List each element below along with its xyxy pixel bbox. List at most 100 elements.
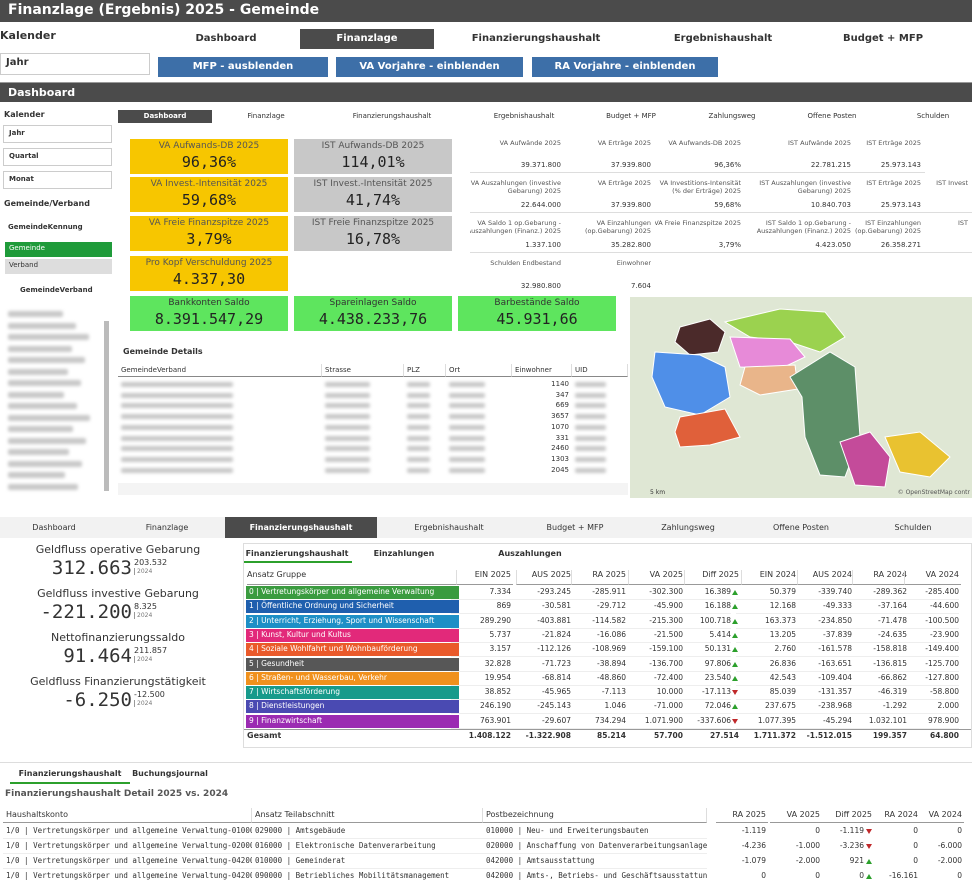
cell: 19.954 <box>451 672 511 686</box>
nav-tab[interactable]: Finanzierungshaushalt <box>225 517 377 538</box>
nav-tab[interactable]: Zahlungsweg <box>661 523 715 532</box>
kpi-cell-label: IST Auszahlungen (investive Gebarung) 20… <box>759 179 851 195</box>
nav-tab[interactable]: Ergebnishaushalt <box>414 523 484 532</box>
kpi-cell-value: 26.358.271 <box>880 241 921 249</box>
trend-icon <box>732 632 738 638</box>
button[interactable]: MFP - ausblenden <box>158 57 328 77</box>
cell: 2.760 <box>736 643 796 658</box>
sub-tab[interactable]: Buchungsjournal <box>132 769 208 778</box>
inner-tab[interactable]: Budget + MFP <box>606 112 656 120</box>
sub-tab[interactable]: Finanzierungshaushalt <box>244 546 352 563</box>
nav-tab[interactable]: Finanzlage <box>145 523 189 532</box>
group-cell: 4 | Soziale Wohlfahrt und Wohnbauförderu… <box>246 643 459 657</box>
filter-label: GemeindeKennung <box>8 223 83 231</box>
filter-option[interactable]: Gemeinde <box>5 242 112 257</box>
group-cell: 6 | Straßen- und Wasserbau, Verkehr <box>246 671 459 685</box>
cell: -1.292 <box>847 700 907 715</box>
filter-box[interactable]: Jahr <box>0 53 150 75</box>
button[interactable]: RA Vorjahre - einblenden <box>532 57 718 77</box>
cell: 1/0 | Vertretungskörper und allgemeine V… <box>3 840 252 854</box>
cell: -16.161 <box>889 871 918 880</box>
inner-tab[interactable]: Finanzierungshaushalt <box>352 112 432 120</box>
filter-box[interactable]: Quartal <box>3 148 112 166</box>
region[interactable] <box>729 336 806 370</box>
sub-tab[interactable]: Finanzierungshaushalt <box>10 766 130 784</box>
nav-tab[interactable]: Finanzlage <box>300 29 434 49</box>
sub-tab[interactable]: Auszahlungen <box>498 549 562 558</box>
kpi-prev: 203.532 <box>134 558 168 567</box>
nav-tab[interactable]: Offene Posten <box>773 523 829 532</box>
kpi-value: 41,74% <box>345 191 401 209</box>
nav-tab[interactable]: Dashboard <box>32 523 76 532</box>
sub-tab[interactable]: Einzahlungen <box>373 549 435 558</box>
inner-tab[interactable]: Schulden <box>916 112 950 120</box>
region[interactable] <box>884 431 951 478</box>
blurred-cell <box>575 424 606 430</box>
kpi-tile: VA Invest.-Intensität 2025 59,68% <box>130 177 288 212</box>
button[interactable]: VA Vorjahre - einblenden <box>336 57 523 77</box>
filter-box[interactable]: Monat <box>3 171 112 189</box>
kpi-year: 2024 <box>134 568 152 575</box>
inner-tab[interactable]: Zahlungsweg <box>708 112 756 120</box>
region[interactable] <box>839 431 891 488</box>
map-scale: 5 km <box>650 489 666 496</box>
blurred-item <box>8 380 81 386</box>
scrollbar <box>104 321 109 491</box>
trend-icon <box>732 590 738 595</box>
blurred-cell <box>575 414 606 420</box>
cell: -37.164 <box>847 600 907 615</box>
blurred-cell <box>449 435 486 441</box>
column-header: RA 2024 <box>868 808 920 823</box>
cell: 734.294 <box>566 715 626 729</box>
blurred-cell <box>325 456 371 462</box>
cell: 72.046 <box>679 700 731 715</box>
nav-tab[interactable]: Finanzierungshaushalt <box>471 33 601 44</box>
kpi-cell: VA Erträge 2025 37.939.800 <box>565 139 655 173</box>
cell: 16.389 <box>679 586 731 600</box>
cell-einwohner: 1070 <box>551 422 569 431</box>
filter-box[interactable]: Jahr <box>3 125 112 143</box>
kpi-cell-label: IST Erträge 2025 <box>866 139 921 147</box>
trend-icon <box>732 675 738 681</box>
cell: 237.675 <box>736 700 796 715</box>
region[interactable] <box>674 408 741 448</box>
cell: -29.607 <box>511 715 571 729</box>
nav-tab[interactable]: Dashboard <box>195 33 257 44</box>
region[interactable] <box>651 351 731 416</box>
cell: -4.236 <box>741 841 766 850</box>
nav-tab[interactable]: Budget + MFP <box>842 33 924 44</box>
blurred-cell <box>121 467 234 473</box>
map: 5 km © OpenStreetMap contr <box>630 297 972 498</box>
kpi-cell-value: 3,79% <box>718 241 741 249</box>
cell: 1/0 | Vertretungskörper und allgemeine V… <box>3 855 252 869</box>
kpi-cell: VA Freie Finanzspitze 2025 3,79% <box>655 219 745 253</box>
cell: 763.901 <box>451 715 511 729</box>
cell: -215.300 <box>623 615 683 629</box>
kpi-cell-label: VA Erträge 2025 <box>597 179 651 187</box>
kpi-cell: IST Erträge 2025 25.973.143 <box>855 139 925 173</box>
group-cell: 7 | Wirtschaftsförderung <box>246 686 459 700</box>
nav-tab[interactable]: Ergebnishaushalt <box>673 33 773 44</box>
nav-tab[interactable]: Budget + MFP <box>546 523 604 532</box>
inner-tab[interactable]: Dashboard <box>118 110 212 123</box>
inner-tab[interactable]: Offene Posten <box>807 112 857 120</box>
cell: -46.319 <box>847 686 907 701</box>
inner-tab[interactable]: Ergebnishaushalt <box>493 112 555 120</box>
inner-tab[interactable]: Finanzlage <box>247 112 285 120</box>
kpi-label: Pro Kopf Verschuldung 2025 <box>145 258 273 268</box>
cell: -149.400 <box>899 643 959 658</box>
region[interactable] <box>739 364 799 396</box>
cell: -1.119 <box>839 826 864 835</box>
kpi-label: Barbestände Saldo <box>494 298 580 308</box>
nav-tab[interactable]: Schulden <box>894 523 932 532</box>
blurred-item <box>8 368 68 375</box>
blurred-item <box>8 322 76 329</box>
kpi-cell: IST Invest <box>925 179 972 213</box>
kpi-label: Nettofinanzierungssaldo <box>51 631 185 644</box>
region[interactable] <box>674 318 726 356</box>
kpi-cell-label: VA Saldo 1 op.Gebarung - Auszahlungen (F… <box>470 219 561 235</box>
trend-icon <box>866 874 872 879</box>
blurred-item <box>8 403 77 409</box>
column-header: VA 2024 <box>912 808 964 823</box>
filter-option[interactable]: Verband <box>5 259 112 274</box>
